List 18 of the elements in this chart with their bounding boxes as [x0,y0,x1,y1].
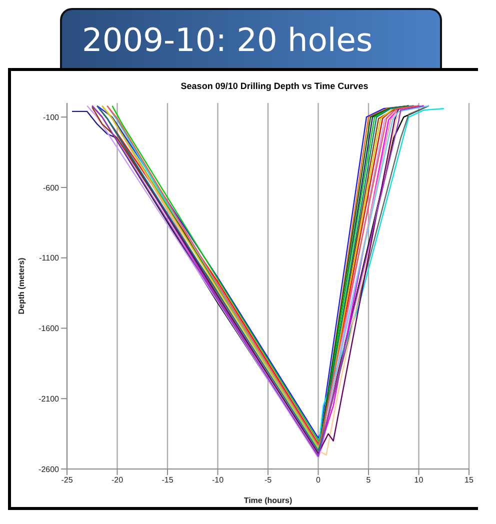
y-tick-label: -2600 [38,464,60,474]
x-axis-title: Time (hours) [244,496,292,505]
y-tick-label: -100 [42,112,60,122]
x-tick-label: 0 [316,476,322,485]
x-tick-label: -15 [162,476,174,485]
y-axis-title: Depth (meters) [16,257,26,314]
x-tick-label: 5 [366,476,372,485]
y-tick-label: -1600 [38,324,60,334]
x-tick-label: -5 [264,476,272,485]
y-tick-label: -600 [42,183,60,192]
y-tick-label: -1100 [39,254,60,263]
y-tick-label: -2100 [38,394,60,404]
x-tick-label: 10 [414,476,424,485]
chart-subtitle: Season 09/10 Drilling Depth vs Time Curves [180,81,370,91]
x-tick-label: -25 [61,476,74,485]
x-tick-label: 15 [464,476,474,485]
x-tick-label: -10 [212,476,224,485]
x-tick-label: -20 [111,476,124,485]
